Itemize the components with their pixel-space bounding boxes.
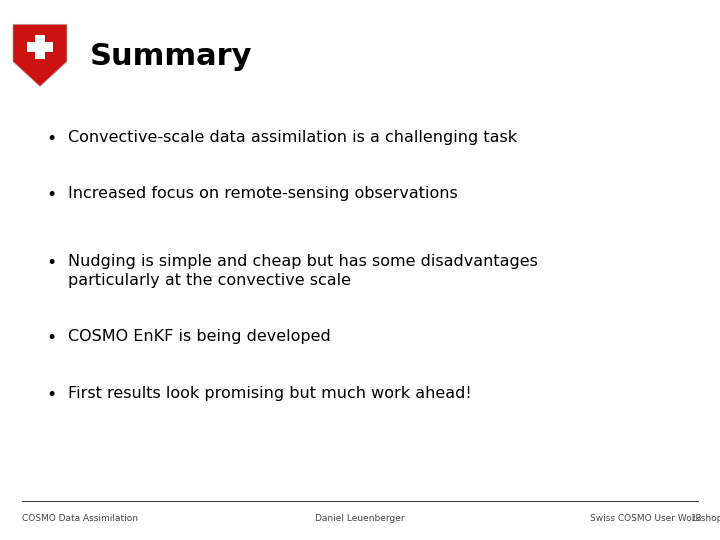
Text: 13: 13: [690, 514, 702, 523]
Text: •: •: [47, 329, 57, 347]
Bar: [35, 36, 45, 59]
Text: •: •: [47, 386, 57, 404]
Text: First results look promising but much work ahead!: First results look promising but much wo…: [68, 386, 472, 401]
Text: Swiss COSMO User Workshop 2010: Swiss COSMO User Workshop 2010: [590, 514, 720, 523]
Text: •: •: [47, 186, 57, 204]
Text: COSMO EnKF is being developed: COSMO EnKF is being developed: [68, 329, 331, 345]
Text: •: •: [47, 130, 57, 147]
Text: Convective-scale data assimilation is a challenging task: Convective-scale data assimilation is a …: [68, 130, 518, 145]
Text: COSMO Data Assimilation: COSMO Data Assimilation: [22, 514, 138, 523]
Text: Summary: Summary: [90, 42, 253, 71]
Text: Nudging is simple and cheap but has some disadvantages
particularly at the conve: Nudging is simple and cheap but has some…: [68, 254, 539, 288]
Text: Daniel Leuenberger: Daniel Leuenberger: [315, 514, 405, 523]
Text: •: •: [47, 254, 57, 272]
Bar: [27, 43, 53, 52]
Text: Increased focus on remote-sensing observations: Increased focus on remote-sensing observ…: [68, 186, 458, 201]
Polygon shape: [13, 24, 67, 86]
